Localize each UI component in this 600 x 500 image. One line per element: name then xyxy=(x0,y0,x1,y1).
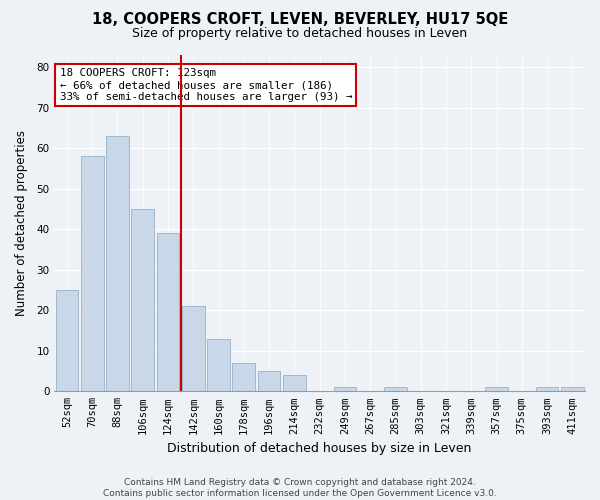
Bar xyxy=(536,388,559,392)
Bar xyxy=(131,209,154,392)
Bar xyxy=(283,375,306,392)
Bar xyxy=(561,388,584,392)
X-axis label: Distribution of detached houses by size in Leven: Distribution of detached houses by size … xyxy=(167,442,472,455)
Bar xyxy=(207,338,230,392)
Bar xyxy=(106,136,129,392)
Bar xyxy=(485,388,508,392)
Bar xyxy=(384,388,407,392)
Bar xyxy=(232,363,255,392)
Bar xyxy=(56,290,79,392)
Text: 18 COOPERS CROFT: 123sqm
← 66% of detached houses are smaller (186)
33% of semi-: 18 COOPERS CROFT: 123sqm ← 66% of detach… xyxy=(59,68,352,102)
Text: 18, COOPERS CROFT, LEVEN, BEVERLEY, HU17 5QE: 18, COOPERS CROFT, LEVEN, BEVERLEY, HU17… xyxy=(92,12,508,28)
Text: Contains HM Land Registry data © Crown copyright and database right 2024.
Contai: Contains HM Land Registry data © Crown c… xyxy=(103,478,497,498)
Text: Size of property relative to detached houses in Leven: Size of property relative to detached ho… xyxy=(133,28,467,40)
Bar xyxy=(258,371,280,392)
Y-axis label: Number of detached properties: Number of detached properties xyxy=(15,130,28,316)
Bar xyxy=(182,306,205,392)
Bar xyxy=(334,388,356,392)
Bar xyxy=(157,234,179,392)
Bar xyxy=(81,156,104,392)
